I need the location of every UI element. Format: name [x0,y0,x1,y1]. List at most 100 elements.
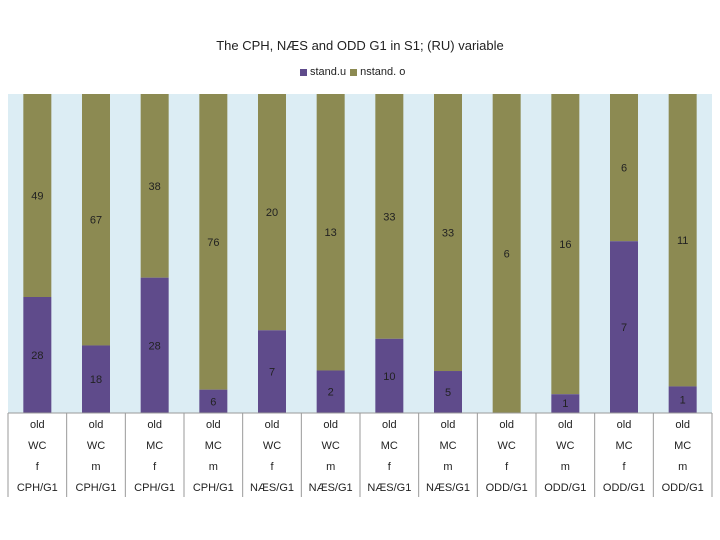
data-label-stand-u: 10 [383,371,395,383]
data-label-nstand-o: 16 [559,239,571,251]
data-label-nstand-o: 38 [149,181,161,193]
tick-label: old [89,419,104,431]
bar-stand-u [258,330,286,413]
tick-label: MC [205,440,222,452]
tick-label: old [441,419,456,431]
tick-label: CPH/G1 [76,482,117,494]
data-label-nstand-o: 6 [504,249,510,261]
bar-nstand-o [23,94,52,297]
chart-legend: stand.u nstand. o [300,66,405,78]
legend-label-stand-u: stand.u [310,66,347,78]
bar-stand-u [375,338,404,413]
data-label-stand-u: 7 [621,322,627,334]
plot-area [8,94,712,413]
tick-label: f [153,461,157,473]
data-label-stand-u: 18 [90,374,102,386]
tick-label: CPH/G1 [193,482,234,494]
legend-item-stand-u: stand.u [300,66,346,78]
bar-stand-u [434,371,462,413]
data-label-stand-u: 1 [562,398,568,410]
data-label-stand-u: 1 [680,395,686,407]
data-label-nstand-o: 33 [442,228,454,240]
tick-label: f [388,461,392,473]
tick-label: old [675,419,690,431]
tick-label: WC [498,440,516,452]
bar-nstand-o [140,94,169,278]
data-label-nstand-o: 67 [90,215,102,227]
data-label-nstand-o: 11 [677,235,688,247]
tick-label: old [147,419,162,431]
bar-nstand-o [668,94,697,387]
tick-label: m [209,461,218,473]
tick-label: CPH/G1 [134,482,175,494]
data-label-nstand-o: 33 [383,211,395,223]
tick-label: old [206,419,221,431]
bar-stand-u [82,345,110,413]
tick-label: old [323,419,338,431]
bar-stand-u [140,277,169,413]
chart-title: The CPH, NÆS and ODD G1 in S1; (RU) vari… [216,38,504,53]
bar-nstand-o [492,94,521,413]
tick-label: m [326,461,335,473]
bar-nstand-o [375,94,404,339]
bar-stand-u [551,394,580,413]
data-label-stand-u: 6 [210,396,216,408]
tick-label: WC [556,440,574,452]
legend-swatch-nstand-o [350,68,358,76]
tick-label: CPH/G1 [17,482,58,494]
tick-label: MC [439,440,456,452]
data-label-nstand-o: 49 [31,191,43,203]
bar-stand-u [23,297,52,413]
tick-label: MC [674,440,691,452]
legend-item-nstand-o: nstand. o [350,66,405,78]
bar-stand-u [199,389,228,413]
tick-label: f [622,461,626,473]
tick-label: WC [322,440,340,452]
data-label-nstand-o: 13 [325,227,337,239]
tick-label: MC [381,440,398,452]
data-label-nstand-o: 20 [266,207,278,219]
tick-label: NÆS/G1 [426,482,470,494]
bar-stand-u [610,241,638,413]
tick-label: NÆS/G1 [367,482,411,494]
tick-label: m [443,461,452,473]
tick-label: m [561,461,570,473]
bar-nstand-o [610,94,638,242]
tick-label: m [91,461,100,473]
tick-label: old [382,419,397,431]
bar-nstand-o [258,94,286,331]
tick-label: NÆS/G1 [309,482,353,494]
tick-label: old [499,419,514,431]
data-label-stand-u: 28 [149,340,161,352]
data-label-nstand-o: 76 [207,237,219,249]
bar-nstand-o [199,94,228,390]
bar-nstand-o [551,94,580,395]
tick-label: old [265,419,280,431]
bar-nstand-o [316,94,345,371]
bar-nstand-o [434,94,462,372]
tick-label: MC [146,440,163,452]
tick-label: f [505,461,509,473]
legend-swatch-stand-u [300,68,307,76]
tick-label: WC [87,440,105,452]
tick-label: old [617,419,632,431]
tick-label: f [270,461,274,473]
tick-label: MC [615,440,632,452]
data-label-stand-u: 2 [328,387,334,399]
tick-label: old [30,419,45,431]
tick-label: WC [28,440,46,452]
data-label-stand-u: 28 [31,350,43,362]
tick-label: m [678,461,687,473]
data-label-nstand-o: 6 [621,163,627,175]
bar-nstand-o [82,94,110,346]
tick-label: WC [263,440,281,452]
data-label-stand-u: 7 [269,367,275,379]
bar-stand-u [668,386,697,413]
bar-stand-u [316,370,345,413]
tick-label: NÆS/G1 [250,482,294,494]
legend-label-nstand-o: nstand. o [360,66,406,78]
tick-label: old [558,419,573,431]
tick-label: ODD/G1 [486,482,528,494]
data-label-stand-u: 5 [445,387,451,399]
